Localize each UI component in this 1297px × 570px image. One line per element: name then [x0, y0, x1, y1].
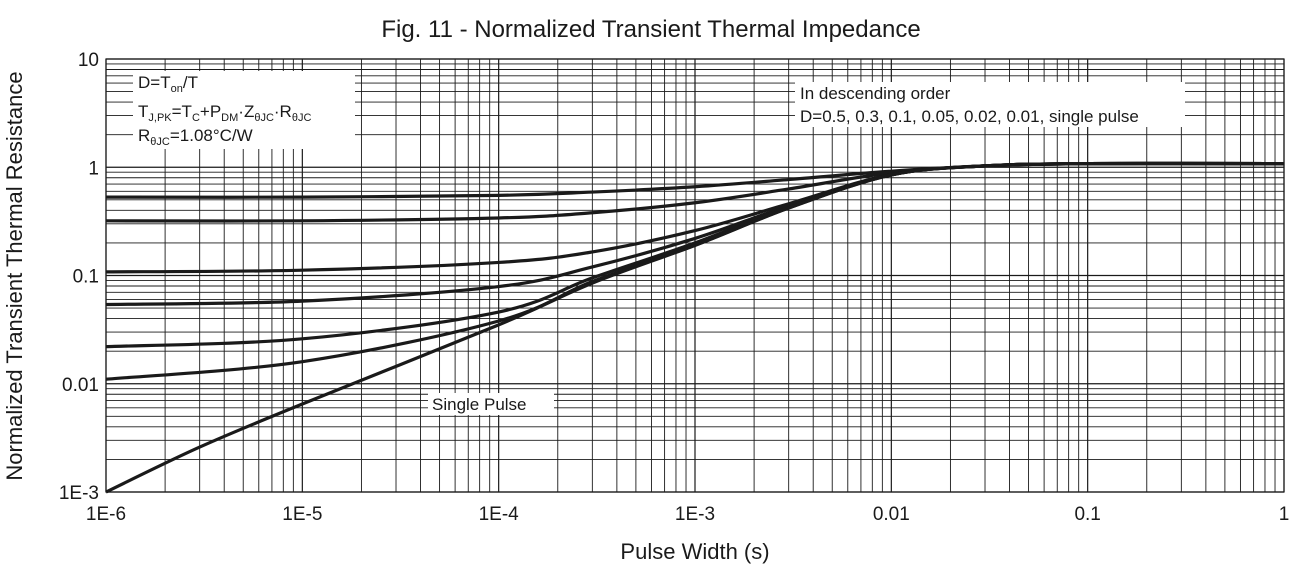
formula-r-b: =1.08°C/W	[170, 126, 253, 145]
formula-duty-sub: on	[171, 83, 183, 95]
formula-tj-a: T	[138, 102, 148, 121]
y-tick-label: 1E-3	[59, 483, 99, 504]
x-axis-label: Pulse Width (s)	[620, 539, 769, 564]
order-line-2: D=0.5, 0.3, 0.1, 0.05, 0.02, 0.01, singl…	[800, 107, 1139, 126]
formula-r-a: R	[138, 126, 150, 145]
formula-tj-e-sub: θJC	[292, 112, 312, 124]
x-tick-label: 1E-3	[675, 504, 715, 525]
formula-duty-part-a: D=T	[138, 73, 171, 92]
plot-frame	[105, 58, 1285, 493]
formula-tj-a-sub: J,PK	[148, 112, 172, 124]
x-tick-label: 1	[1279, 504, 1290, 525]
single-pulse-label-bg	[428, 393, 554, 415]
x-tick-label: 1E-4	[479, 504, 520, 525]
formula-thermal-resistance: RθJC=1.08°C/W	[138, 126, 253, 148]
y-tick-label: 1	[88, 158, 99, 179]
x-tick-label: 0.1	[1074, 504, 1100, 525]
formula-box: D=Ton/T TJ,PK=TC+PDM·ZθJC·RθJC RθJC=1.08…	[133, 71, 355, 149]
x-tick-label: 1E-6	[86, 504, 126, 525]
formula-tj-b-sub: C	[192, 112, 200, 124]
formula-tj-d-sub: θJC	[254, 112, 274, 124]
formula-duty-cycle: D=Ton/T	[138, 73, 198, 95]
formula-tj-e: ·R	[274, 102, 292, 121]
single-pulse-label-group: Single Pulse	[428, 393, 554, 415]
formula-box-bg	[133, 71, 355, 149]
formula-duty-part-b: /T	[183, 73, 198, 92]
formula-tj-c: +P	[200, 102, 221, 121]
y-tick-label: 0.1	[73, 267, 99, 288]
formula-r-a-sub: θJC	[150, 136, 170, 148]
formula-tj-c-sub: DM	[221, 112, 238, 124]
x-tick-label: 0.01	[873, 504, 910, 525]
order-box: In descending order D=0.5, 0.3, 0.1, 0.0…	[795, 82, 1185, 127]
series-line-7	[105, 161, 1285, 494]
single-pulse-label: Single Pulse	[432, 395, 527, 414]
x-tick-labels: 1E-6 1E-5 1E-4 1E-3 0.01 0.1 1	[86, 504, 1289, 525]
series-lines	[105, 161, 1285, 494]
chart-title: Fig. 11 - Normalized Transient Thermal I…	[381, 16, 920, 43]
y-tick-labels: 10 1 0.1 0.01 1E-3	[59, 50, 99, 504]
order-box-bg	[795, 82, 1185, 127]
x-tick-label: 1E-5	[282, 504, 322, 525]
formula-tj-d: ·Z	[238, 102, 254, 121]
y-axis-label: Normalized Transient Thermal Resistance	[2, 71, 27, 480]
formula-junction-temp: TJ,PK=TC+PDM·ZθJC·RθJC	[138, 102, 311, 124]
y-tick-label: 0.01	[62, 375, 99, 396]
y-tick-label: 10	[78, 50, 99, 71]
formula-tj-b: =T	[172, 102, 192, 121]
order-line-1: In descending order	[800, 84, 951, 103]
